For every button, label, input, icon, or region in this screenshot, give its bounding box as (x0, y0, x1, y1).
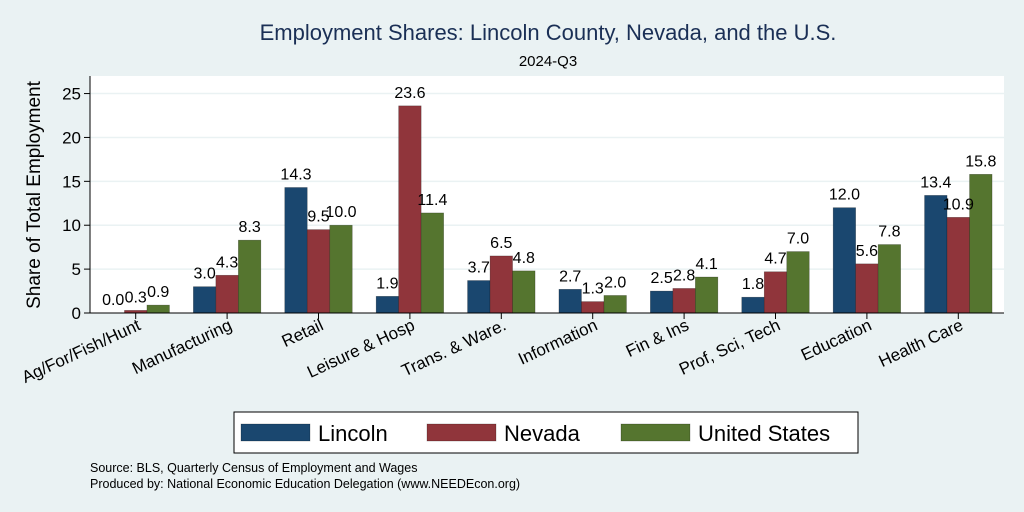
data-label: 1.9 (376, 275, 398, 292)
bar-nevada (215, 274, 239, 314)
legend-swatch (426, 423, 497, 442)
data-label: 9.5 (307, 209, 329, 226)
data-labels: 0.0 0.3 0.9 3.04.3 8.3 14.3 9.510.0 1.9 23.6 11.4… (102, 85, 996, 309)
bar-lincoln (741, 296, 765, 314)
legend-label: United States (698, 421, 830, 446)
y-axis-ticks: 0 5 10 15 20 25 (62, 85, 90, 323)
bar-united-states (238, 239, 262, 314)
bar-united-states (603, 295, 627, 314)
data-label: 10.0 (325, 204, 356, 221)
bar-lincoln (193, 286, 217, 314)
data-label: 2.8 (673, 267, 695, 284)
bar-united-states (329, 224, 353, 314)
bar-nevada (763, 271, 788, 314)
data-label: 4.1 (695, 256, 717, 273)
bar-nevada (489, 255, 513, 314)
bar-united-states (695, 276, 719, 314)
bar-lincoln (558, 288, 582, 314)
data-label: 4.8 (513, 250, 535, 267)
bar-united-states (877, 244, 901, 314)
bar-lincoln (650, 290, 674, 314)
legend-label: Nevada (504, 421, 581, 446)
bar-nevada (306, 229, 331, 314)
chart-subtitle: 2024-Q3 (519, 53, 577, 70)
bar-united-states (420, 212, 444, 314)
bar-nevada (946, 217, 970, 314)
bar-united-states (969, 174, 993, 314)
data-label: 13.4 (920, 174, 951, 191)
data-label: 2.0 (604, 274, 626, 291)
bar-nevada (581, 301, 605, 314)
bar-lincoln (284, 187, 308, 314)
data-label: 2.5 (650, 270, 672, 287)
data-label: 15.8 (965, 153, 996, 170)
bar-lincoln (375, 296, 399, 314)
data-label: 1.3 (582, 281, 604, 298)
bar-united-states (146, 304, 170, 314)
data-label: 4.3 (216, 254, 238, 271)
data-label: 14.3 (280, 166, 311, 183)
data-label: 12.0 (829, 187, 860, 204)
data-label: 6.5 (490, 235, 512, 252)
chart-title: Employment Shares: Lincoln County, Nevad… (260, 20, 837, 45)
y-axis-label: Share of Total Employment (24, 80, 45, 308)
y-tick-label: 5 (72, 260, 81, 279)
y-tick-label: 0 (72, 304, 81, 323)
data-label: 0.0 (102, 292, 124, 309)
data-label: 7.8 (878, 224, 900, 241)
legend: Lincoln Nevada United States (233, 411, 859, 454)
data-label: 4.7 (764, 251, 786, 268)
bar-united-states (786, 251, 810, 314)
data-label: 0.3 (125, 289, 147, 306)
data-label: 5.6 (856, 243, 878, 260)
bar-nevada (672, 288, 696, 314)
data-label: 3.0 (193, 266, 215, 283)
data-label: 11.4 (417, 192, 447, 209)
data-label: 8.3 (238, 219, 260, 236)
legend-swatch (620, 423, 691, 442)
bars (124, 105, 993, 314)
source-note: Source: BLS, Quarterly Census of Employm… (90, 461, 417, 475)
data-label: 10.9 (943, 196, 974, 213)
bar-lincoln (467, 280, 491, 314)
data-label: 1.8 (742, 276, 764, 293)
legend-swatch (240, 423, 311, 442)
data-label: 7.0 (787, 231, 809, 248)
y-tick-label: 15 (62, 172, 81, 191)
bar-united-states (512, 270, 536, 314)
data-label: 0.9 (147, 284, 169, 301)
bar-nevada (398, 105, 422, 314)
bar-nevada (855, 263, 879, 314)
data-label: 3.7 (468, 260, 490, 277)
bar-lincoln (832, 207, 856, 314)
y-tick-label: 25 (62, 85, 81, 104)
y-tick-label: 20 (62, 128, 81, 147)
data-label: 23.6 (394, 85, 425, 102)
producer-note: Produced by: National Economic Education… (90, 477, 520, 491)
legend-label: Lincoln (318, 421, 388, 446)
data-label: 2.7 (559, 268, 581, 285)
y-tick-label: 10 (62, 216, 81, 235)
legend-box (233, 411, 859, 454)
